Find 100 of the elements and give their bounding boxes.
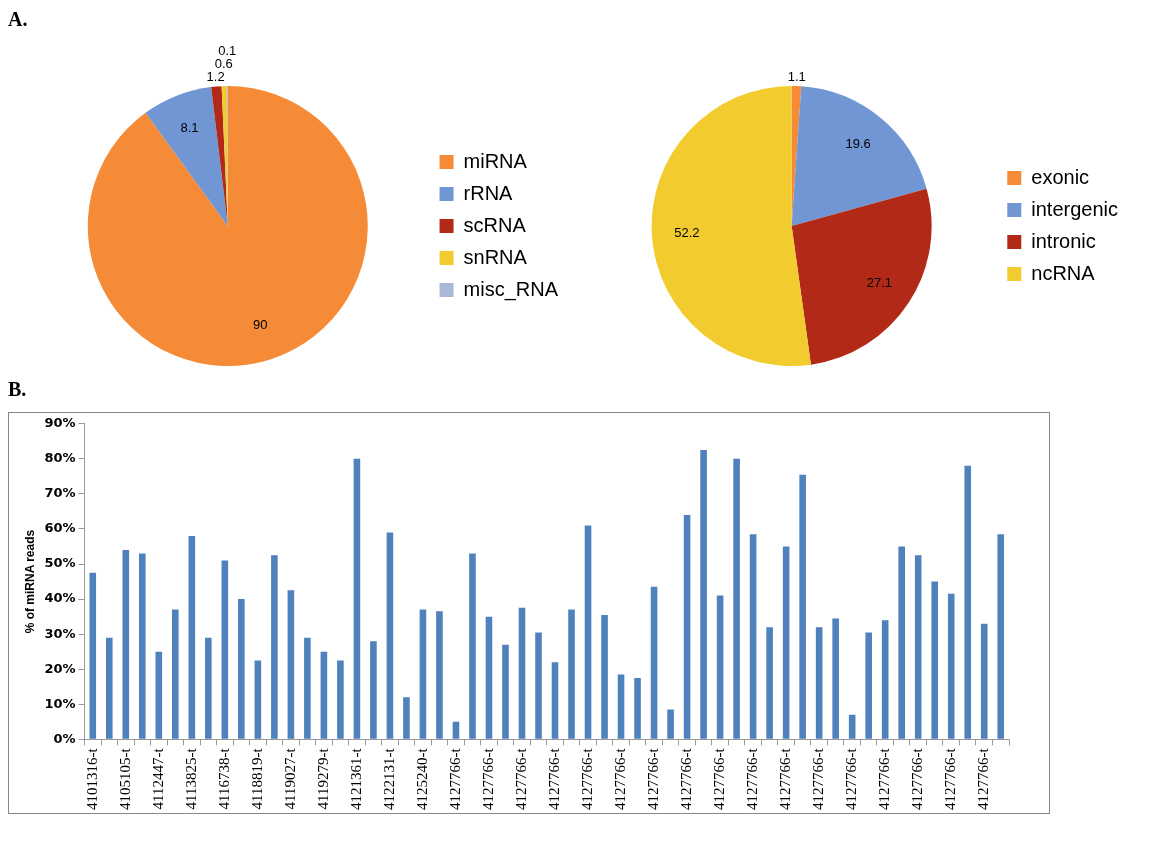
x-tick-label: 4127766-t [611, 747, 628, 811]
x-tick-label: 4127766-t [645, 747, 661, 811]
x-tick-label: 4127766-t [909, 747, 926, 811]
x-tick-label: 4113825-t [182, 747, 199, 810]
x-tick-label: 4119279-t [314, 747, 331, 810]
bar [155, 651, 163, 739]
bar [617, 674, 625, 739]
y-axis-title: % of miRNA reads [22, 529, 37, 634]
x-tick-label: 4127766-t [843, 747, 860, 811]
bar [353, 458, 361, 739]
bar [568, 609, 575, 739]
bar [238, 599, 245, 739]
x-tick-label: 4101316-t [83, 747, 100, 811]
bar [832, 618, 839, 739]
x-tick-label: 4119027-t [281, 747, 298, 810]
legend-label: rRNA [463, 181, 514, 204]
bar [766, 627, 773, 739]
x-tick-label: 4127766-t [975, 747, 992, 811]
bar [370, 641, 377, 739]
bar [848, 714, 856, 739]
bar [947, 593, 955, 739]
y-tick-label: 10% [44, 695, 76, 711]
bar [436, 611, 443, 739]
bar [403, 697, 410, 739]
legend-label: snRNA [463, 245, 528, 268]
x-tick-label: 4118819-t [248, 747, 265, 810]
legend-label: exonic [1031, 165, 1090, 188]
bar [502, 644, 509, 739]
data-label: 90 [252, 317, 268, 333]
data-label: 19.6 [845, 136, 871, 152]
bar [485, 616, 493, 739]
legend-label: intronic [1031, 229, 1096, 252]
y-tick-label: 40% [44, 590, 76, 606]
bar [601, 614, 608, 739]
x-tick-label: 4127766-t [545, 747, 562, 811]
x-tick-label: 4112447-t [149, 747, 166, 810]
text: B. [8, 378, 27, 400]
x-tick-label: 4125240-t [413, 747, 430, 811]
bar [271, 555, 278, 739]
text: A. [8, 8, 28, 30]
bar [89, 572, 97, 739]
bar [139, 553, 146, 739]
bar [865, 632, 872, 739]
bar [799, 474, 806, 739]
bar [287, 590, 295, 739]
bar [733, 458, 740, 739]
x-tick-label: 4127766-t [446, 747, 463, 811]
bar [469, 553, 476, 739]
data-label: 8.1 [180, 119, 199, 135]
y-tick-label: 80% [44, 450, 76, 466]
y-tick-label: 60% [44, 520, 76, 536]
x-tick-label: 4127766-t [942, 747, 959, 811]
x-tick-label: 4121361-t [347, 747, 364, 811]
bar [419, 609, 427, 739]
bar [997, 534, 1005, 739]
bar [205, 637, 212, 739]
bar [980, 623, 988, 739]
bar [304, 637, 311, 739]
data-label: 1.2 [206, 69, 225, 85]
x-tick-label: 4127766-t [876, 747, 893, 811]
bar [716, 595, 724, 739]
legend-label: miRNA [463, 149, 528, 172]
legend-label: scRNA [463, 213, 527, 236]
bar [518, 607, 526, 739]
x-tick-label: 4127766-t [711, 747, 728, 811]
x-tick-label: 4127766-t [810, 747, 827, 811]
bar [386, 532, 394, 739]
y-tick-label: 90% [44, 415, 76, 431]
bar [815, 627, 823, 739]
bar [683, 514, 691, 739]
legend-label: ncRNA [1031, 261, 1096, 284]
bar [584, 525, 592, 739]
x-tick-label: 4127766-t [678, 747, 695, 811]
bar [551, 662, 559, 739]
bar [931, 581, 939, 739]
x-tick-label: 4127766-t [512, 747, 529, 811]
bar [221, 560, 229, 739]
legend-label: misc_RNA [463, 277, 559, 301]
bar [320, 651, 328, 739]
y-tick-label: 70% [44, 485, 76, 501]
x-tick-label: 4127766-t [479, 747, 496, 811]
bar [700, 450, 707, 739]
x-tick-label: 4105105-t [116, 747, 133, 811]
x-tick-label: 4127766-t [578, 747, 595, 811]
data-label: 27.1 [866, 275, 893, 291]
bar [188, 535, 196, 739]
bar [122, 550, 130, 739]
bar [881, 620, 889, 739]
data-label: 1.1 [787, 68, 806, 84]
bar [667, 709, 674, 739]
y-tick-label: 20% [44, 660, 76, 676]
y-tick-label: 50% [44, 555, 76, 571]
bar [914, 555, 922, 739]
bar [337, 660, 344, 739]
bar [898, 546, 905, 739]
data-label: 0.6 [214, 55, 233, 71]
bar [749, 534, 757, 739]
bar [650, 586, 658, 739]
bar [964, 465, 972, 739]
bar [634, 677, 641, 739]
